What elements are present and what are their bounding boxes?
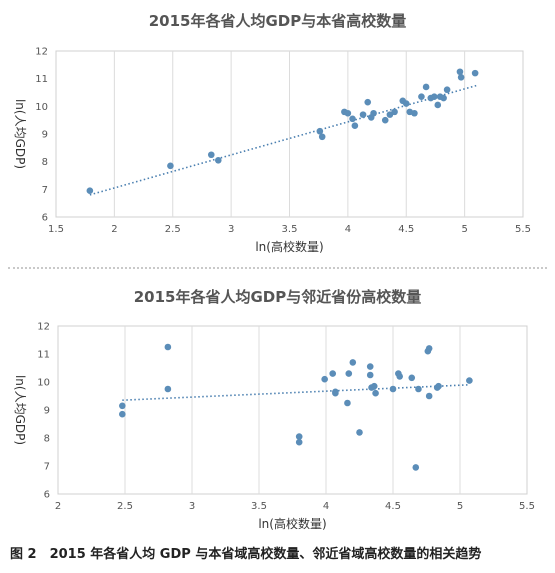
- chart-panel-neighbor-province: 2015年各省人均GDP与邻近省份高校数量 2 2.5 3 3.5 4 4.5 5 5.5 6 7…: [0, 276, 555, 538]
- y-tick-label: 9: [42, 130, 48, 141]
- x-tick-label: 2.5: [117, 501, 133, 512]
- y-tick-label: 11: [37, 350, 50, 361]
- data-point: [422, 83, 430, 91]
- data-point: [425, 345, 433, 352]
- data-point: [329, 370, 337, 377]
- x-tick-label: 4: [323, 501, 329, 512]
- trend-line: [89, 84, 477, 196]
- data-point: [119, 410, 126, 418]
- x-tick-label: 3.5: [251, 501, 267, 512]
- x-axis-label: ln(高校数量): [255, 239, 323, 254]
- x-tick-label: 5.5: [515, 224, 531, 235]
- data-point: [167, 162, 174, 170]
- data-point: [402, 100, 410, 107]
- x-tick-label: 5: [461, 224, 467, 235]
- data-point: [345, 370, 353, 377]
- data-point: [344, 109, 352, 117]
- x-tick-label: 2: [55, 501, 61, 512]
- scatter-plot-neighbor-province: 2 2.5 3 3.5 4 4.5 5 5.5 6 7 8 9 10 11 12 ln(高校数量) ln(人均G…: [13, 322, 535, 532]
- y-tick-label: 11: [35, 74, 48, 85]
- data-point: [466, 377, 473, 384]
- data-point: [359, 111, 367, 118]
- data-point: [418, 93, 425, 100]
- data-point: [434, 101, 442, 109]
- data-point: [381, 116, 389, 124]
- data-point: [207, 151, 215, 159]
- x-tick-label: 3.5: [282, 224, 298, 235]
- y-tick-label: 9: [44, 406, 50, 417]
- data-point: [370, 382, 378, 390]
- panel-separator: [8, 267, 547, 269]
- data-point: [318, 133, 326, 141]
- data-point: [415, 385, 422, 393]
- data-point: [396, 373, 404, 380]
- x-tick-label: 2.5: [165, 224, 181, 235]
- data-point: [86, 187, 94, 195]
- data-point: [425, 392, 433, 400]
- y-axis-label: ln(人均GDP): [13, 99, 27, 169]
- x-axis-label: ln(高校数量): [258, 516, 326, 531]
- data-point: [366, 363, 374, 370]
- x-tick-label: 3: [228, 224, 234, 235]
- y-tick-label: 10: [35, 102, 48, 113]
- data-point: [440, 94, 447, 102]
- y-tick-label: 8: [44, 434, 50, 445]
- figure-caption: 图 2 2015 年各省人均 GDP 与本省域高校数量、邻近省域高校数量的相关趋…: [10, 547, 482, 562]
- x-tick-label: 5: [457, 501, 463, 512]
- scatter-plot-own-province: 1.5 2 2.5 3 3.5 4 4.5 5 5.5 6 7 8 9 10 11 12 ln(高校数量) ln(…: [13, 47, 531, 255]
- x-tick-label: 5.5: [519, 501, 535, 512]
- y-tick-label: 8: [42, 157, 48, 168]
- data-point: [471, 69, 479, 77]
- data-point: [119, 402, 126, 410]
- data-point: [364, 98, 372, 106]
- data-point: [344, 399, 351, 407]
- data-point: [366, 371, 374, 379]
- data-point: [411, 109, 418, 117]
- x-tick-label: 1.5: [48, 224, 64, 235]
- y-tick-label: 7: [42, 185, 48, 196]
- y-tick-label: 6: [44, 490, 50, 501]
- data-point: [408, 374, 416, 382]
- y-axis-label: ln(人均GDP): [13, 375, 27, 445]
- y-tick-label: 6: [42, 213, 48, 224]
- data-point: [321, 375, 328, 383]
- y-tick-label: 12: [37, 322, 50, 333]
- chart-title: 2015年各省人均GDP与邻近省份高校数量: [133, 288, 422, 306]
- y-tick-label: 10: [37, 378, 50, 389]
- data-point: [332, 389, 339, 397]
- chart-panel-own-province: 2015年各省人均GDP与本省高校数量 1.5 2 2.5 3 3.5 4 4.5 5 5.5 6…: [0, 0, 555, 262]
- data-point: [412, 464, 420, 471]
- x-tick-label: 4.5: [385, 501, 401, 512]
- x-tick-label: 4.5: [398, 224, 414, 235]
- data-point: [295, 433, 303, 440]
- data-point: [356, 429, 363, 436]
- data-point: [214, 156, 222, 164]
- data-point: [435, 382, 442, 390]
- data-point: [457, 73, 465, 81]
- chart-title: 2015年各省人均GDP与本省高校数量: [148, 12, 407, 30]
- data-point: [351, 122, 359, 129]
- data-point: [430, 93, 438, 100]
- data-point: [349, 359, 357, 366]
- x-tick-label: 4: [345, 224, 351, 235]
- data-point: [389, 385, 397, 393]
- data-point: [391, 108, 398, 116]
- y-tick-label: 7: [44, 462, 50, 473]
- data-point: [349, 115, 356, 123]
- data-point: [370, 109, 377, 117]
- data-point: [295, 438, 303, 446]
- plot-area: [57, 325, 528, 495]
- x-tick-label: 3: [189, 501, 195, 512]
- y-tick-label: 12: [35, 47, 48, 58]
- data-point: [164, 385, 172, 393]
- data-point: [372, 389, 379, 397]
- data-point: [316, 127, 324, 135]
- x-tick-label: 2: [111, 224, 117, 235]
- data-point: [456, 68, 464, 76]
- data-point: [443, 86, 451, 94]
- data-point: [164, 343, 172, 351]
